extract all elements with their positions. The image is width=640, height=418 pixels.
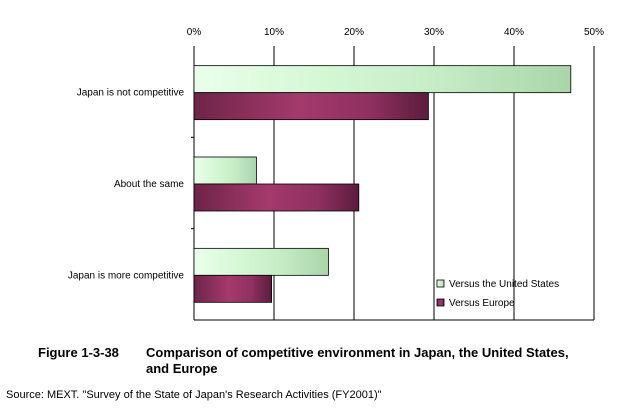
- bar-chart: 0% 10% 20% 30% 40% 50% Japan is not competitiv…: [68, 27, 604, 321]
- source-note: Source: MEXT. "Survey of the State of Ja…: [6, 389, 382, 401]
- x-tick-label: 20%: [344, 27, 364, 38]
- bar: [193, 183, 360, 212]
- x-tick-label: 10%: [264, 27, 284, 38]
- figure-number: Figure 1-3-38: [38, 345, 119, 360]
- legend-swatch: [436, 279, 445, 288]
- figure-title-line1: Comparison of competitive environment in…: [146, 345, 569, 360]
- legend-swatch: [436, 298, 445, 307]
- category-label: Japan is not competitive: [77, 88, 185, 99]
- bar: [193, 156, 257, 185]
- bar: [193, 274, 272, 303]
- category-label: About the same: [114, 179, 184, 190]
- legend-label: Versus Europe: [449, 298, 515, 309]
- bar: [193, 247, 329, 276]
- x-tick-label: 0%: [187, 27, 202, 38]
- legend-label: Versus the United States: [449, 279, 559, 290]
- x-tick-label: 40%: [504, 27, 524, 38]
- x-tick-label: 30%: [424, 27, 444, 38]
- category-label: Japan is more competitive: [68, 270, 185, 281]
- figure-title-line2: and Europe: [146, 361, 218, 376]
- bar: [193, 65, 572, 94]
- figure-caption: Figure 1-3-38 Comparison of competitive e…: [38, 345, 628, 377]
- bar: [193, 92, 429, 121]
- x-tick-label: 50%: [584, 27, 604, 38]
